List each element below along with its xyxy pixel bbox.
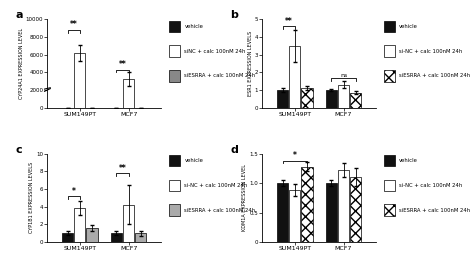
Bar xyxy=(277,183,288,242)
Bar xyxy=(111,233,122,242)
Bar xyxy=(338,170,349,242)
Bar xyxy=(277,90,288,108)
Bar xyxy=(62,233,73,242)
Bar xyxy=(350,177,361,242)
Y-axis label: ESR1 EXPRESSION LEVELS: ESR1 EXPRESSION LEVELS xyxy=(247,31,253,96)
Bar xyxy=(326,183,337,242)
FancyBboxPatch shape xyxy=(169,204,180,216)
Text: vehicle: vehicle xyxy=(399,24,418,29)
Bar xyxy=(301,88,312,108)
Text: ns: ns xyxy=(340,73,347,78)
Bar xyxy=(289,190,301,242)
Text: a: a xyxy=(16,10,23,20)
Text: si-NC + calc 100nM 24h: si-NC + calc 100nM 24h xyxy=(399,49,463,54)
Bar xyxy=(326,90,337,108)
Text: *: * xyxy=(72,187,76,196)
Text: b: b xyxy=(230,10,238,20)
Bar xyxy=(289,46,301,108)
Text: **: ** xyxy=(70,20,78,29)
Text: si-NC + calc 100nM 24h: si-NC + calc 100nM 24h xyxy=(184,183,248,188)
FancyBboxPatch shape xyxy=(169,70,180,82)
FancyBboxPatch shape xyxy=(384,155,395,166)
Text: siNC + calc 100nM 24h: siNC + calc 100nM 24h xyxy=(184,49,246,54)
FancyBboxPatch shape xyxy=(384,21,395,32)
FancyBboxPatch shape xyxy=(384,204,395,216)
FancyBboxPatch shape xyxy=(384,180,395,191)
Text: vehicle: vehicle xyxy=(184,24,203,29)
Bar xyxy=(74,208,85,242)
Text: siESRRA + calc 100nM 24h: siESRRA + calc 100nM 24h xyxy=(399,208,471,213)
FancyBboxPatch shape xyxy=(384,70,395,82)
Text: siESRRA + calc 100nM 24h: siESRRA + calc 100nM 24h xyxy=(184,208,255,213)
FancyBboxPatch shape xyxy=(169,180,180,191)
Text: si-NC + calc 100nM 24h: si-NC + calc 100nM 24h xyxy=(399,183,463,188)
Bar xyxy=(123,205,134,242)
Text: **: ** xyxy=(118,164,127,173)
Text: d: d xyxy=(230,145,238,155)
Text: siESRRA + calc 100nM 24h: siESRRA + calc 100nM 24h xyxy=(184,73,255,78)
Bar xyxy=(338,85,349,108)
Bar xyxy=(123,79,134,108)
Text: *: * xyxy=(293,151,297,160)
Y-axis label: CYP24A1 EXPRESSION LEVEL: CYP24A1 EXPRESSION LEVEL xyxy=(18,28,24,99)
Bar xyxy=(301,167,312,242)
Bar xyxy=(135,233,146,242)
FancyBboxPatch shape xyxy=(169,45,180,57)
Text: **: ** xyxy=(118,60,127,69)
Bar xyxy=(74,53,85,108)
FancyBboxPatch shape xyxy=(169,155,180,166)
Bar xyxy=(350,93,361,108)
Text: vehicle: vehicle xyxy=(399,158,418,163)
Y-axis label: CYP1B1 EXPRESSION LEVELS: CYP1B1 EXPRESSION LEVELS xyxy=(29,162,34,233)
Bar xyxy=(86,228,98,242)
Text: **: ** xyxy=(285,17,292,26)
Text: siESRRA + calc 100nM 24h: siESRRA + calc 100nM 24h xyxy=(399,73,471,78)
Text: vehicle: vehicle xyxy=(184,158,203,163)
FancyBboxPatch shape xyxy=(169,21,180,32)
FancyBboxPatch shape xyxy=(384,45,395,57)
Text: c: c xyxy=(16,145,22,155)
Y-axis label: KDM1A EXPRESSION LEVEL: KDM1A EXPRESSION LEVEL xyxy=(242,164,247,231)
